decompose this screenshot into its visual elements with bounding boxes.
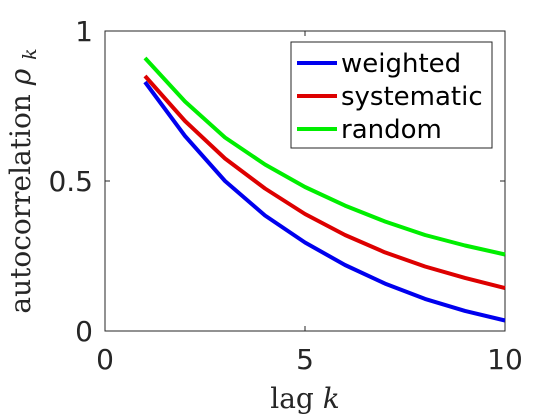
y-axis-label-variable: ρ	[4, 68, 37, 86]
x-tick-label: 10	[487, 343, 523, 376]
y-axis-label-text: autocorrelation	[4, 94, 37, 313]
x-axis-label: lag k	[270, 382, 339, 415]
x-axis-label-text: lag	[270, 382, 314, 415]
y-tick-label: 0	[75, 315, 93, 348]
x-tick-label: 5	[296, 343, 314, 376]
y-tick-label: 1	[75, 15, 93, 48]
legend-label-systematic: systematic	[341, 82, 483, 112]
x-axis-label-variable: k	[323, 382, 340, 415]
series-lines	[143, 56, 506, 323]
axis-ticks	[104, 30, 506, 332]
y-tick-label: 0.5	[48, 165, 93, 198]
y-axis-label: autocorrelation ρ k	[4, 48, 41, 313]
legend-label-weighted: weighted	[341, 49, 461, 79]
tick-labels: 0 5 10 0 0.5 1	[48, 15, 522, 376]
y-axis-label-subscript: k	[19, 48, 41, 60]
series-line-weighted	[143, 80, 506, 323]
series-line-systematic	[143, 74, 506, 291]
series-line-random	[143, 56, 506, 257]
legend-label-random: random	[341, 115, 442, 145]
x-tick-label: 0	[96, 343, 114, 376]
